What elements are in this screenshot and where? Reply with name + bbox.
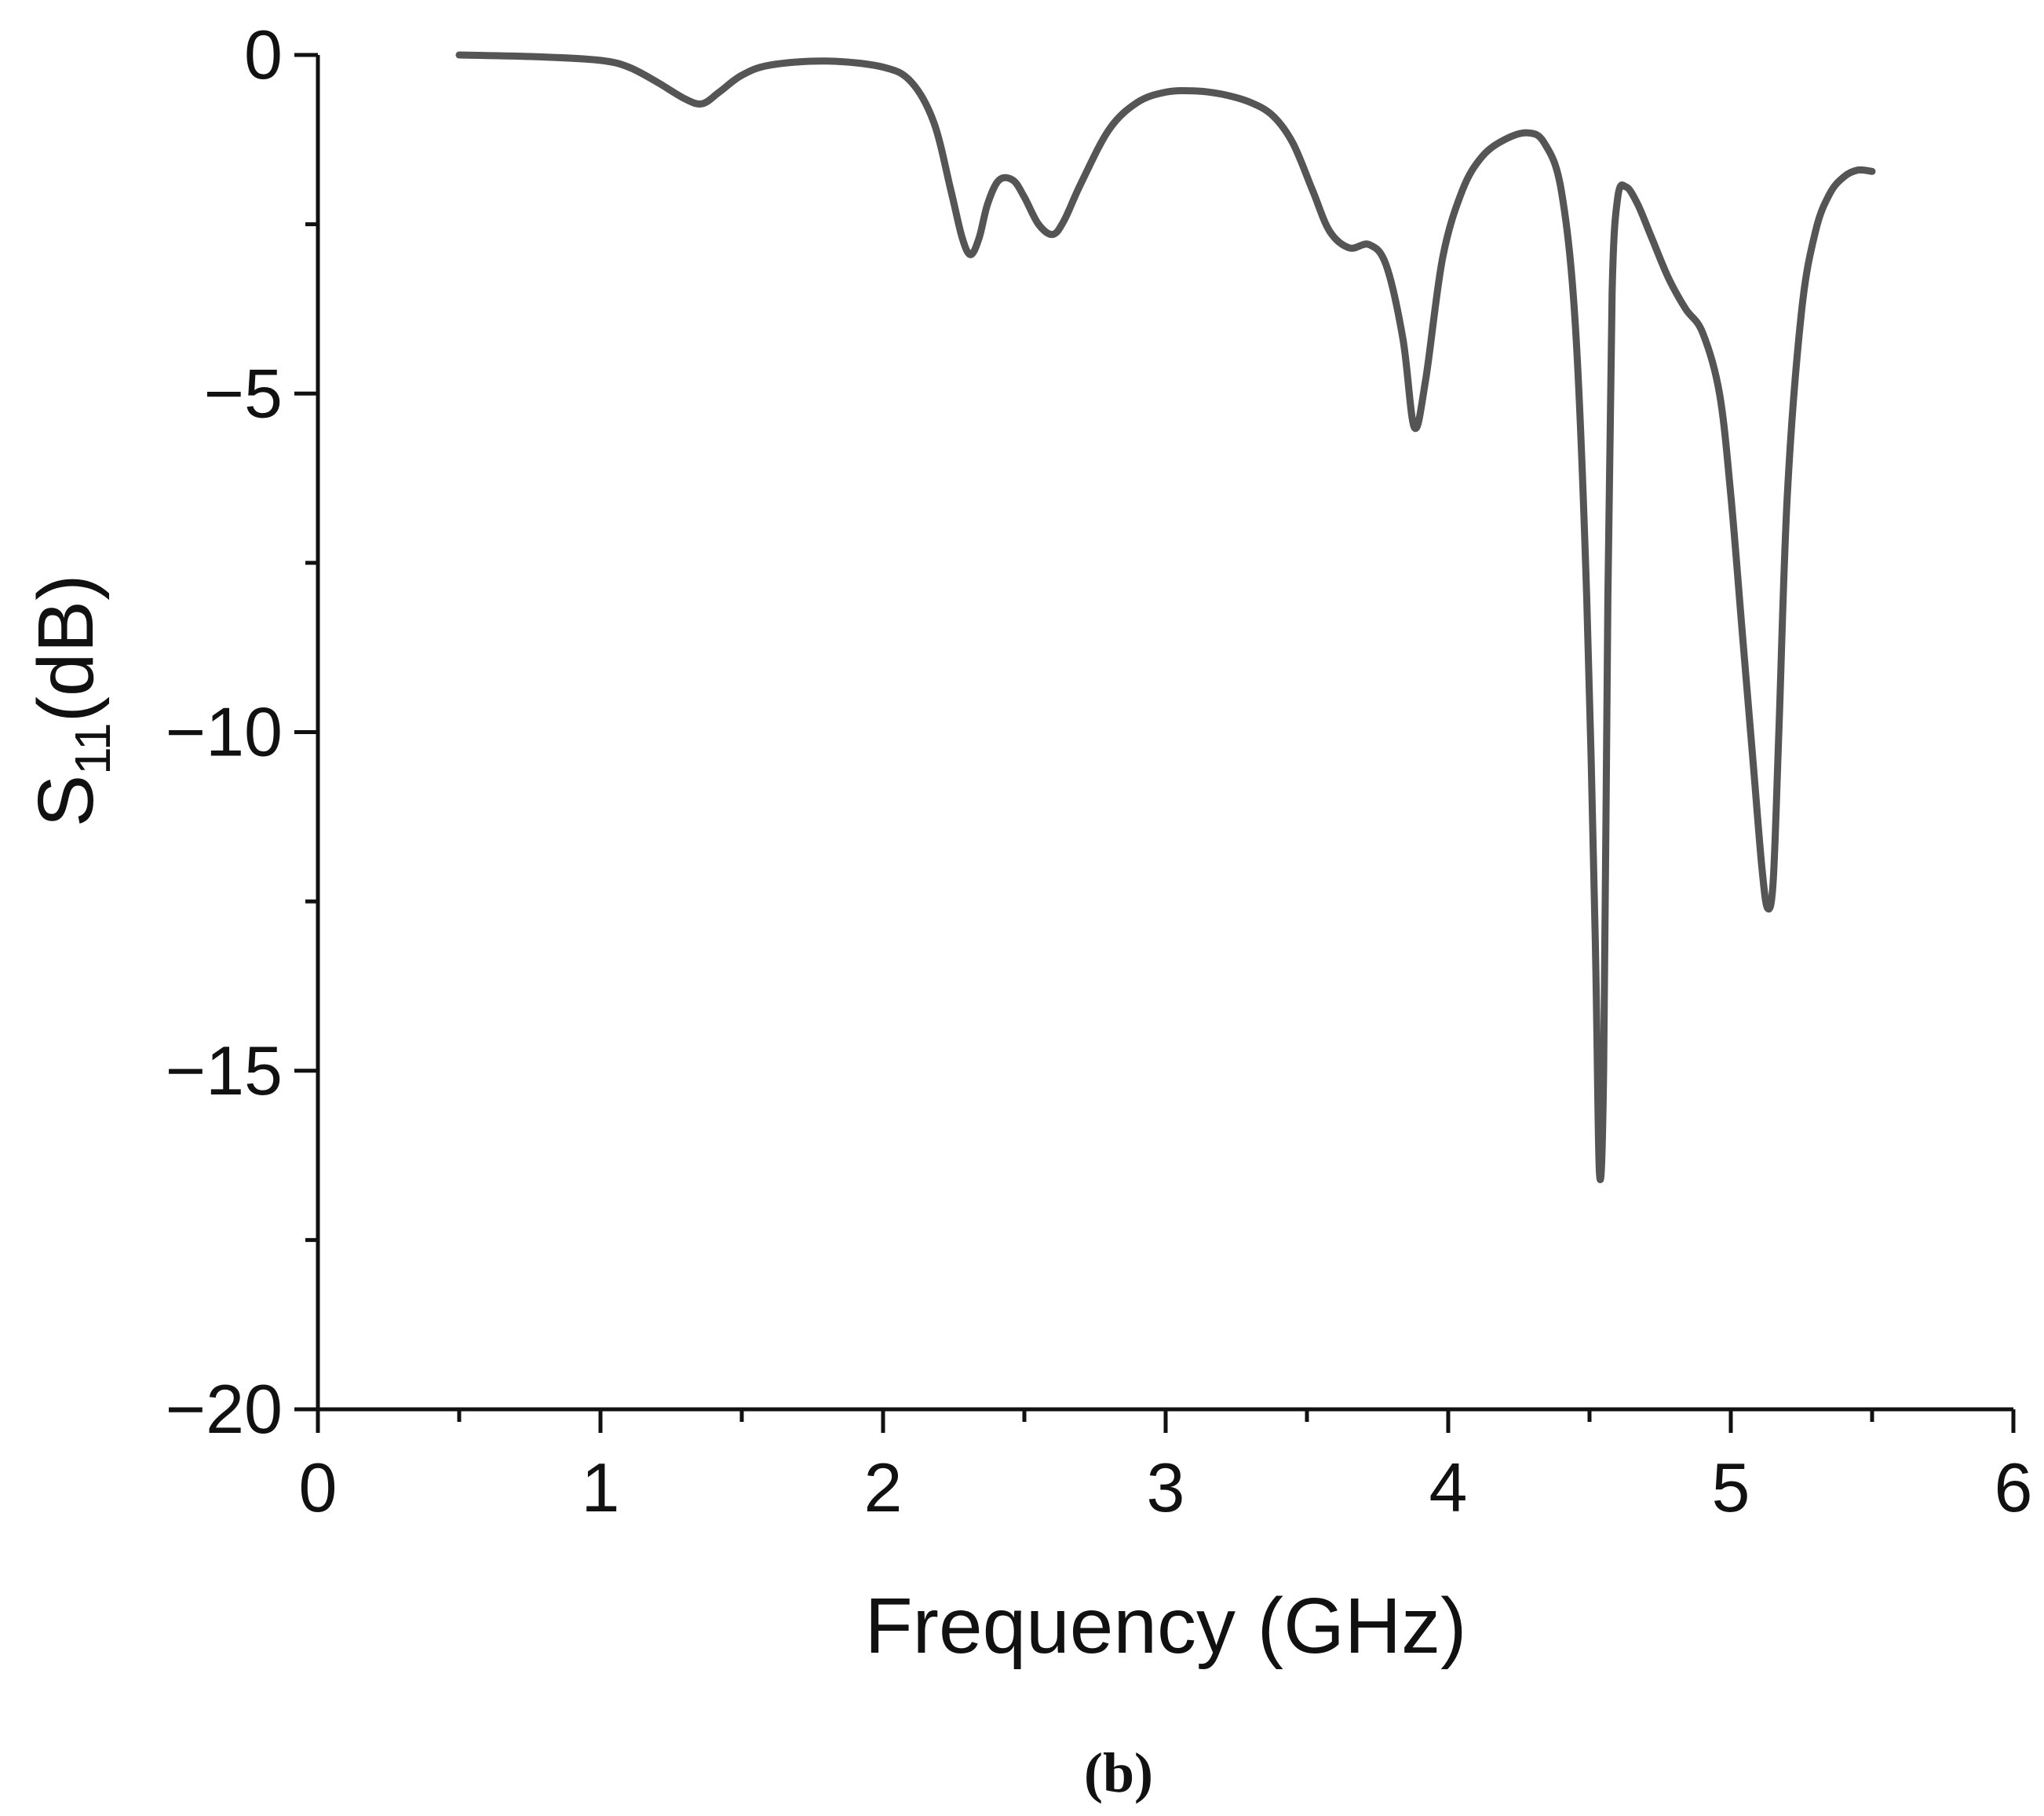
- y-tick-label: 0: [244, 16, 283, 93]
- x-tick-label: 4: [1429, 1449, 1468, 1526]
- x-tick-label: 1: [582, 1449, 620, 1526]
- y-tick-label: −20: [166, 1370, 283, 1448]
- x-tick-label: 5: [1712, 1449, 1750, 1526]
- y-axis-title-main: S: [22, 775, 110, 828]
- y-axis-title-subscript: 11: [64, 722, 121, 774]
- x-tick-label: 6: [1995, 1449, 2033, 1526]
- plot-area: 0 1 2 3 4 5 6 0 −5 −10 −15 −20: [166, 16, 2033, 1526]
- s11-series-line: [455, 51, 1876, 1183]
- y-tick-label: −5: [204, 354, 283, 432]
- x-axis-ticks: 0 1 2 3 4 5 6: [299, 1409, 2033, 1526]
- y-axis-title-unit: (dB): [22, 574, 110, 722]
- y-axis-title: S11(dB): [22, 574, 121, 827]
- x-tick-label: 2: [864, 1449, 903, 1526]
- y-tick-label: −15: [166, 1032, 283, 1109]
- x-tick-label: 0: [299, 1449, 338, 1526]
- x-axis-title: Frequency (GHz): [865, 1582, 1467, 1670]
- y-axis-ticks: 0 −5 −10 −15 −20: [166, 16, 318, 1448]
- y-tick-label: −10: [166, 693, 283, 771]
- figure-caption: (b): [1084, 1741, 1153, 1804]
- x-tick-label: 3: [1147, 1449, 1185, 1526]
